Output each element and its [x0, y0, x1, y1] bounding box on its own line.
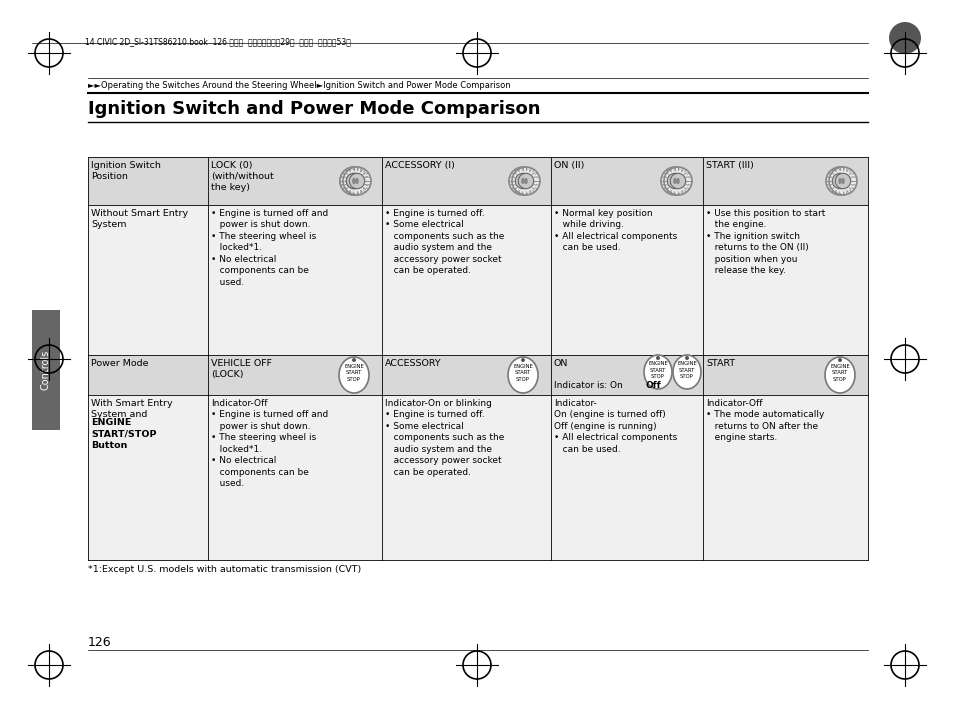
Text: 126: 126: [88, 636, 112, 649]
Ellipse shape: [524, 178, 527, 184]
Text: 14 CIVIC 2D_SI-31TS86210.book  126 ページ  ２０１４年１月29日  水曜日  午後８晉53分: 14 CIVIC 2D_SI-31TS86210.book 126 ページ ２０…: [85, 37, 351, 46]
Ellipse shape: [824, 357, 854, 393]
Text: Off: Off: [645, 381, 661, 390]
Circle shape: [509, 167, 537, 195]
Circle shape: [515, 173, 530, 189]
Text: ACCESSORY (I): ACCESSORY (I): [385, 161, 455, 170]
Circle shape: [343, 167, 371, 195]
Text: • Normal key position
   while driving.
• All electrical components
   can be us: • Normal key position while driving. • A…: [554, 209, 677, 252]
Circle shape: [346, 173, 361, 189]
Text: ENGINE
START/STOP
Button: ENGINE START/STOP Button: [91, 418, 156, 449]
Text: VEHICLE OFF
(LOCK): VEHICLE OFF (LOCK): [211, 359, 272, 379]
Circle shape: [831, 173, 847, 189]
Circle shape: [888, 22, 920, 54]
Circle shape: [835, 173, 850, 189]
Circle shape: [666, 173, 682, 189]
Bar: [88, 157, 867, 205]
Ellipse shape: [838, 178, 841, 184]
Circle shape: [670, 173, 685, 189]
Text: Controls: Controls: [41, 350, 51, 390]
Text: ACCESSORY: ACCESSORY: [385, 359, 441, 368]
Text: With Smart Entry
System and: With Smart Entry System and: [91, 399, 172, 419]
Circle shape: [339, 167, 368, 195]
Circle shape: [663, 167, 691, 195]
Text: ENGINE
START
STOP: ENGINE START STOP: [344, 364, 363, 382]
Text: Without Smart Entry
System: Without Smart Entry System: [91, 209, 188, 229]
Ellipse shape: [676, 178, 679, 184]
Text: Ignition Switch and Power Mode Comparison: Ignition Switch and Power Mode Compariso…: [88, 100, 540, 118]
Circle shape: [656, 356, 659, 360]
Text: ►►Operating the Switches Around the Steering Wheel►Ignition Switch and Power Mod: ►►Operating the Switches Around the Stee…: [88, 81, 510, 90]
Circle shape: [837, 358, 841, 362]
Circle shape: [512, 167, 539, 195]
Text: ON (II): ON (II): [554, 161, 584, 170]
Bar: [32, 310, 60, 430]
Text: • Engine is turned off.
• Some electrical
   components such as the
   audio sys: • Engine is turned off. • Some electrica…: [385, 209, 504, 275]
Text: Indicator is: On: Indicator is: On: [554, 381, 622, 390]
Text: Indicator-Off
• The mode automatically
   returns to ON after the
   engine star: Indicator-Off • The mode automatically r…: [705, 399, 823, 442]
Circle shape: [517, 173, 533, 189]
Bar: [88, 395, 867, 560]
Text: Indicator-Off
• Engine is turned off and
   power is shut down.
• The steering w: Indicator-Off • Engine is turned off and…: [211, 399, 328, 488]
Text: Indicator-
On (engine is turned off)
Off (engine is running)
• All electrical co: Indicator- On (engine is turned off) Off…: [554, 399, 677, 454]
Ellipse shape: [520, 178, 524, 184]
Ellipse shape: [643, 355, 671, 389]
Text: ENGINE
START
STOP: ENGINE START STOP: [677, 361, 696, 378]
Text: ENGINE
START
STOP: ENGINE START STOP: [647, 361, 667, 378]
Text: ENGINE
START
STOP: ENGINE START STOP: [829, 364, 849, 382]
Ellipse shape: [352, 178, 355, 184]
Circle shape: [339, 167, 368, 195]
Circle shape: [520, 358, 524, 362]
Ellipse shape: [841, 178, 843, 184]
Text: LOCK (0)
(with/without
the key): LOCK (0) (with/without the key): [211, 161, 274, 192]
Text: *1:Except U.S. models with automatic transmission (CVT): *1:Except U.S. models with automatic tra…: [88, 565, 361, 574]
Ellipse shape: [352, 178, 355, 184]
Text: • Engine is turned off and
   power is shut down.
• The steering wheel is
   loc: • Engine is turned off and power is shut…: [211, 209, 328, 286]
Circle shape: [825, 167, 853, 195]
Circle shape: [660, 167, 688, 195]
Text: Ignition Switch
Position: Ignition Switch Position: [91, 161, 161, 181]
Circle shape: [349, 173, 364, 189]
Text: START (III): START (III): [705, 161, 753, 170]
Circle shape: [346, 173, 361, 189]
Ellipse shape: [355, 178, 358, 184]
Text: ON: ON: [554, 359, 568, 368]
Bar: [88, 355, 867, 395]
Ellipse shape: [673, 178, 676, 184]
Circle shape: [684, 356, 688, 360]
Text: START: START: [705, 359, 735, 368]
Ellipse shape: [672, 355, 700, 389]
Ellipse shape: [338, 357, 369, 393]
Ellipse shape: [507, 357, 537, 393]
Circle shape: [352, 358, 355, 362]
Circle shape: [828, 167, 856, 195]
Bar: [88, 205, 867, 355]
Text: • Use this position to start
   the engine.
• The ignition switch
   returns to : • Use this position to start the engine.…: [705, 209, 824, 275]
Text: ENGINE
START
STOP: ENGINE START STOP: [513, 364, 533, 382]
Text: Indicator-On or blinking
• Engine is turned off.
• Some electrical
   components: Indicator-On or blinking • Engine is tur…: [385, 399, 504, 477]
Text: Power Mode: Power Mode: [91, 359, 149, 368]
